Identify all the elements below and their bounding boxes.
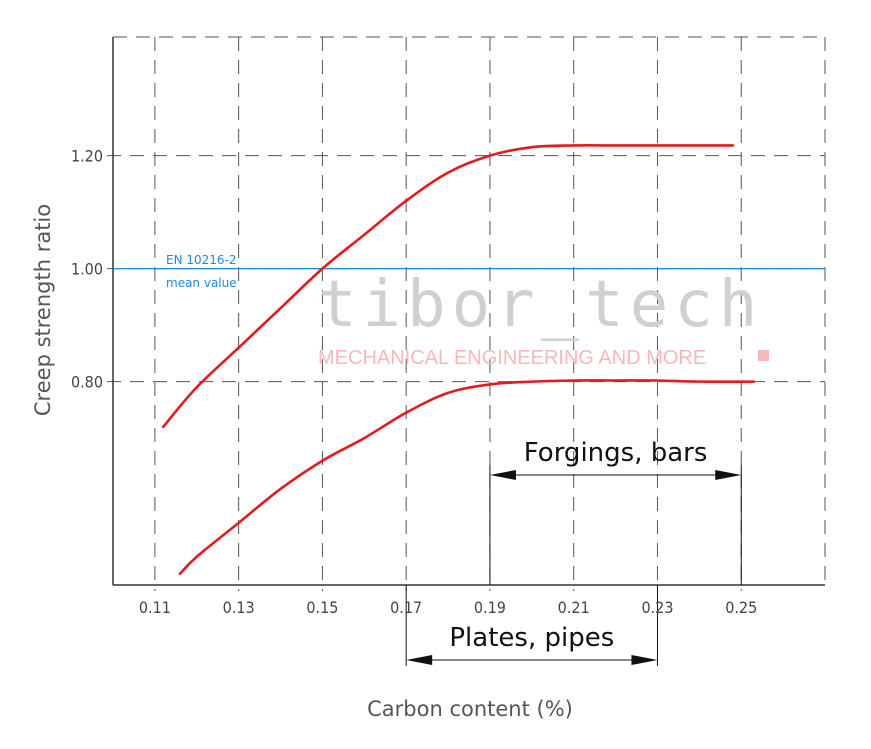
x-tick-label: 0.13 [223,598,255,617]
series-line-upper [161,144,735,429]
x-tick-label: 0.15 [306,598,338,617]
reference-label-mean: mean value [166,276,237,290]
series-group [161,144,756,576]
x-tick-label: 0.17 [390,598,422,617]
axes [112,37,825,586]
x-tick-label: 0.19 [474,598,506,617]
x-tick-label: 0.21 [558,598,590,617]
x-tick-label: 0.11 [139,598,171,617]
watermark-logo: tibor_tech [318,268,763,342]
y-tick-label: 1.20 [71,147,103,166]
watermark: tibor_tech MECHANICAL ENGINEERING AND MO… [318,268,769,369]
y-tick-label: 1.00 [71,260,103,279]
forgings-arrow-start [489,470,516,480]
x-axis-title: Carbon content (%) [367,697,573,721]
tick-labels: 0.11 0.13 0.15 0.17 0.19 0.21 0.23 0.25 0.80 1.00… [71,147,757,617]
watermark-tagline: MECHANICAL ENGINEERING AND MORE [318,347,706,369]
reference-line-group: EN 10216-2 mean value [113,253,825,290]
y-axis-title: Creep strength ratio [31,204,55,416]
forgings-label: Forgings, bars [524,438,708,468]
annotations-group: Forgings, bars Plates, pipes [405,438,742,666]
y-tick-label: 0.80 [71,373,103,392]
plates-label: Plates, pipes [449,623,614,653]
reference-label-standard: EN 10216-2 [166,253,237,267]
plates-arrow-start [406,655,433,665]
forgings-arrow-end [715,470,742,480]
series-line-lower [178,379,756,576]
x-tick-label: 0.23 [641,598,673,617]
watermark-square [758,350,769,361]
x-tick-label: 0.25 [725,598,757,617]
plates-arrow-end [631,655,658,665]
